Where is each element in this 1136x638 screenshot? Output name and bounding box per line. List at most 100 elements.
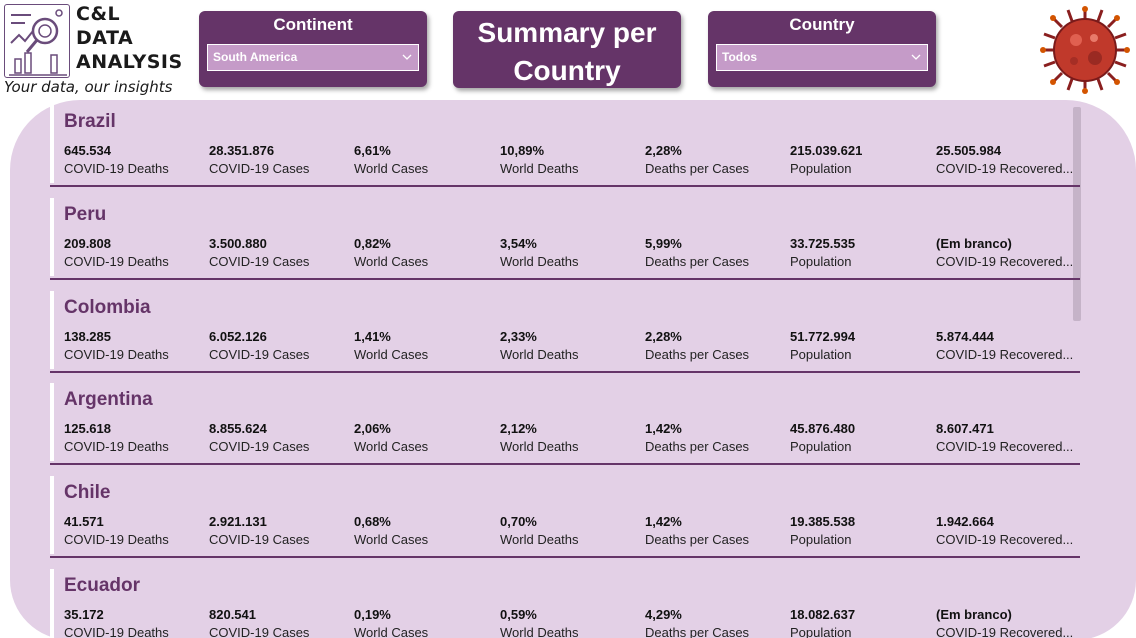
metric-label: COVID-19 Cases <box>209 254 310 269</box>
metric-label: Population <box>790 532 852 547</box>
chevron-down-icon <box>402 54 412 60</box>
metric-value: 0,82% <box>354 236 391 251</box>
metric-label: COVID-19 Deaths <box>64 625 169 638</box>
coronavirus-icon <box>1040 6 1130 94</box>
continent-slicer: Continent South America <box>199 11 427 87</box>
metric-value: 8.855.624 <box>209 421 267 436</box>
metric-label: COVID-19 Cases <box>209 625 310 638</box>
metric-label: World Cases <box>354 347 429 362</box>
metric-label: World Cases <box>354 254 429 269</box>
metric-value: 3,54% <box>500 236 537 251</box>
metric-value: 209.808 <box>64 236 111 251</box>
metric-label: COVID-19 Recovered... <box>936 347 1074 362</box>
metric-label: Population <box>790 161 852 176</box>
metric-cell: 1.942.664 COVID-19 Recovered... <box>936 512 1081 549</box>
metric-cell: 8.607.471 COVID-19 Recovered... <box>936 419 1081 456</box>
country-card[interactable]: Ecuador 35.172 COVID-19 Deaths 820.541 COVID… <box>50 567 1080 638</box>
metric-value: 1,42% <box>645 514 682 529</box>
metric-cell: 820.541 COVID-19 Cases <box>209 605 354 638</box>
metric-cell: 2,28% Deaths per Cases <box>645 141 790 178</box>
metric-cell: 6.052.126 COVID-19 Cases <box>209 327 354 364</box>
metric-value: 2,28% <box>645 329 682 344</box>
metric-cell: 6,61% World Cases <box>354 141 499 178</box>
metric-label: COVID-19 Deaths <box>64 439 169 454</box>
metric-label: Deaths per Cases <box>645 347 750 362</box>
logo-tagline: Your data, our insights <box>4 78 173 96</box>
metric-cell: 2,28% Deaths per Cases <box>645 327 790 364</box>
metric-value: 8.607.471 <box>936 421 994 436</box>
metric-value: 0,19% <box>354 607 391 622</box>
metric-label: COVID-19 Recovered... <box>936 625 1074 638</box>
metric-value: 19.385.538 <box>790 514 856 529</box>
chevron-down-icon <box>911 54 921 60</box>
metric-cell: 2.921.131 COVID-19 Cases <box>209 512 354 549</box>
page-title-line-2: Country <box>513 55 621 86</box>
metric-label: Deaths per Cases <box>645 161 750 176</box>
metric-value: 2,06% <box>354 421 391 436</box>
country-card[interactable]: Chile 41.571 COVID-19 Deaths 2.921.131 COVID… <box>50 474 1080 558</box>
logo-line-3: ANALYSIS <box>76 51 183 73</box>
metric-value: 2,12% <box>500 421 537 436</box>
metric-cell: 2,33% World Deaths <box>500 327 645 364</box>
metric-label: Population <box>790 439 852 454</box>
metric-cell: 51.772.994 Population <box>790 327 935 364</box>
metric-value: 138.285 <box>64 329 111 344</box>
metric-cell: 0,19% World Cases <box>354 605 499 638</box>
metric-cell: 1,42% Deaths per Cases <box>645 419 790 456</box>
metric-value: 0,59% <box>500 607 537 622</box>
metric-cell: 35.172 COVID-19 Deaths <box>64 605 209 638</box>
country-dropdown[interactable]: Todos <box>716 44 928 71</box>
metric-cell: 41.571 COVID-19 Deaths <box>64 512 209 549</box>
country-summary-panel <box>10 100 1136 638</box>
metric-value: 51.772.994 <box>790 329 856 344</box>
card-accent-bar <box>50 569 54 638</box>
metric-value: 10,89% <box>500 143 545 158</box>
country-name: Ecuador <box>64 575 141 596</box>
metric-cell: 3.500.880 COVID-19 Cases <box>209 234 354 271</box>
metric-cell: (Em branco) COVID-19 Recovered... <box>936 234 1081 271</box>
analytics-logo-icon <box>4 4 70 78</box>
metric-cell: 5.874.444 COVID-19 Recovered... <box>936 327 1081 364</box>
panel-scrollbar[interactable] <box>1073 107 1081 321</box>
continent-dropdown[interactable]: South America <box>207 44 419 71</box>
metric-label: COVID-19 Deaths <box>64 347 169 362</box>
metric-value: 125.618 <box>64 421 111 436</box>
metric-value: 25.505.984 <box>936 143 1002 158</box>
country-card[interactable]: Colombia 138.285 COVID-19 Deaths 6.052.126 C… <box>50 289 1080 373</box>
country-card[interactable]: Peru 209.808 COVID-19 Deaths 3.500.880 COVID… <box>50 196 1080 280</box>
metric-value: 5,99% <box>645 236 682 251</box>
metric-label: Population <box>790 625 852 638</box>
metric-value: 6.052.126 <box>209 329 267 344</box>
metric-label: Population <box>790 254 852 269</box>
metric-label: World Cases <box>354 161 429 176</box>
metric-cell: 0,68% World Cases <box>354 512 499 549</box>
metric-cell: 19.385.538 Population <box>790 512 935 549</box>
metric-value: 18.082.637 <box>790 607 856 622</box>
metric-value: (Em branco) <box>936 236 1012 251</box>
metric-label: Deaths per Cases <box>645 439 750 454</box>
metric-cell: 645.534 COVID-19 Deaths <box>64 141 209 178</box>
page-title-box: Summary per Country <box>453 11 681 88</box>
metric-label: World Deaths <box>500 439 579 454</box>
country-card[interactable]: Brazil 645.534 COVID-19 Deaths 28.351.876 CO… <box>50 103 1080 187</box>
metric-label: COVID-19 Cases <box>209 532 310 547</box>
metric-value: 35.172 <box>64 607 104 622</box>
metric-label: COVID-19 Deaths <box>64 254 169 269</box>
metric-value: 645.534 <box>64 143 111 158</box>
metric-label: Population <box>790 347 852 362</box>
metric-cell: 1,41% World Cases <box>354 327 499 364</box>
metric-value: 4,29% <box>645 607 682 622</box>
logo-line-2: DATA <box>76 27 134 49</box>
metric-value: 45.876.480 <box>790 421 856 436</box>
metric-cell: 138.285 COVID-19 Deaths <box>64 327 209 364</box>
card-accent-bar <box>50 291 54 369</box>
metric-value: 2.921.131 <box>209 514 267 529</box>
metric-label: COVID-19 Cases <box>209 439 310 454</box>
country-card[interactable]: Argentina 125.618 COVID-19 Deaths 8.855.624… <box>50 381 1080 465</box>
metric-value: 1,41% <box>354 329 391 344</box>
metric-label: World Deaths <box>500 254 579 269</box>
metric-value: 2,28% <box>645 143 682 158</box>
metric-cell: 45.876.480 Population <box>790 419 935 456</box>
card-accent-bar <box>50 198 54 276</box>
